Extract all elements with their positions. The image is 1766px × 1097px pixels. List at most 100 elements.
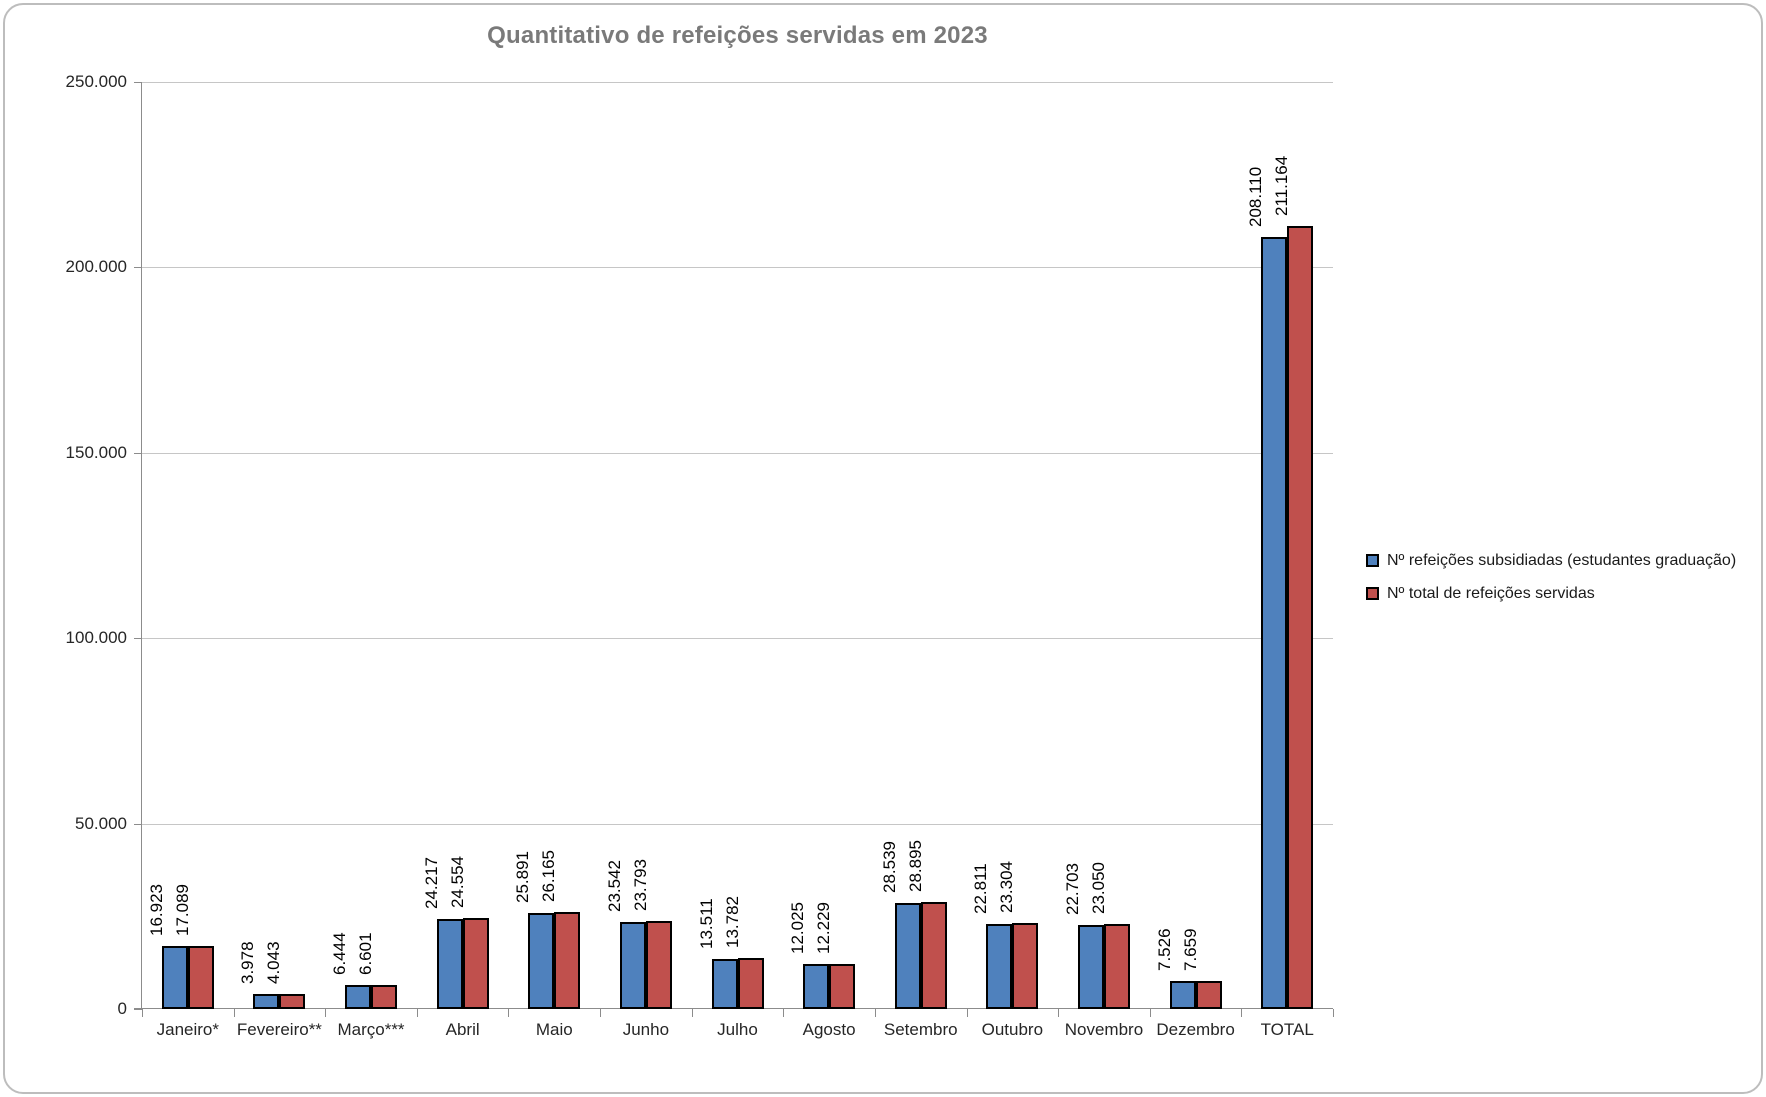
bar-value-label: 23.793 [630, 858, 650, 911]
bar-value-label: 23.542 [604, 859, 624, 912]
x-axis-tick [783, 1009, 785, 1017]
x-tick-label: Outubro [981, 1020, 1044, 1039]
y-tick-label: 100.000 [65, 628, 127, 648]
gridline [142, 638, 1333, 640]
bar-total [737, 957, 764, 1009]
x-axis-tick [966, 1009, 968, 1017]
x-tick-label: Junho [622, 1020, 670, 1039]
legend-swatch-total-icon [1366, 587, 1379, 600]
gridline [142, 823, 1333, 825]
x-axis-tick [325, 1009, 327, 1017]
x-axis-tick [600, 1009, 602, 1017]
x-tick-label: Janeiro* [156, 1020, 219, 1039]
bar-subsidiadas [253, 994, 280, 1009]
x-axis-tick [508, 1009, 510, 1017]
bar-total [1103, 923, 1130, 1009]
x-axis-tick [233, 1009, 235, 1017]
bar-subsidiadas [161, 946, 188, 1009]
bar-value-label: 6.601 [356, 931, 376, 975]
x-tick-label: Fevereiro** [236, 1020, 322, 1039]
legend: Nº refeições subsidiadas (estudantes gra… [1366, 552, 1736, 618]
y-tick-label: 200.000 [65, 257, 127, 277]
gridline [142, 82, 1333, 83]
bar-total [829, 963, 856, 1009]
bar-subsidiadas [345, 985, 372, 1009]
bar-subsidiadas [1077, 924, 1104, 1009]
bar-subsidiadas [528, 913, 555, 1009]
bar-total [1287, 226, 1314, 1009]
y-axis-tick [134, 267, 142, 269]
legend-label-total: Nº total de refeições servidas [1387, 584, 1595, 602]
bar-value-label: 12.025 [788, 902, 808, 955]
bar-subsidiadas [1261, 237, 1288, 1009]
bar-value-label: 17.089 [172, 883, 192, 936]
legend-swatch-subsidiadas-icon [1366, 554, 1379, 567]
y-axis-tick [134, 823, 142, 825]
bar-value-label: 22.703 [1062, 862, 1082, 915]
bar-total [1195, 980, 1222, 1009]
bar-total [187, 945, 214, 1009]
x-axis-tick [691, 1009, 693, 1017]
bar-value-label: 28.539 [879, 841, 899, 894]
bar-value-label: 12.229 [814, 901, 834, 954]
x-tick-label: TOTAL [1260, 1020, 1314, 1039]
bar-value-label: 25.891 [513, 851, 533, 903]
x-tick-label: Agosto [802, 1020, 856, 1039]
bar-value-label: 16.923 [146, 884, 166, 937]
bar-value-label: 22.811 [971, 863, 991, 915]
x-axis-tick [416, 1009, 418, 1017]
bar-value-label: 24.217 [421, 857, 441, 910]
x-tick-label: Julho [717, 1020, 758, 1039]
x-axis-tick [1333, 1009, 1334, 1017]
bar-value-label: 7.659 [1180, 928, 1200, 971]
x-tick-label: Abril [445, 1020, 480, 1039]
bar-value-label: 4.043 [264, 941, 284, 985]
bar-total [920, 901, 947, 1009]
bar-value-label: 23.050 [1088, 861, 1108, 914]
bar-subsidiadas [894, 903, 921, 1009]
bar-subsidiadas [436, 919, 463, 1009]
legend-entry-total: Nº total de refeições servidas [1366, 585, 1736, 602]
bar-value-label: 208.110 [1246, 167, 1266, 228]
chart-title: Quantitativo de refeições servidas em 20… [487, 22, 988, 49]
bar-subsidiadas [1169, 981, 1196, 1009]
bar-value-label: 13.782 [722, 895, 742, 948]
x-tick-label: Maio [535, 1020, 573, 1039]
chart-frame: Quantitativo de refeições servidas em 20… [3, 3, 1763, 1094]
x-tick-label: Novembro [1064, 1020, 1144, 1039]
bar-total [371, 984, 398, 1009]
y-tick-label: 250.000 [65, 72, 127, 91]
bar-subsidiadas [711, 958, 738, 1009]
bar-value-label: 26.165 [539, 849, 559, 902]
legend-entry-subsidiadas: Nº refeições subsidiadas (estudantes gra… [1366, 552, 1736, 569]
x-axis-tick [1149, 1009, 1151, 1017]
y-axis-tick [134, 452, 142, 454]
legend-label-subsidiadas: Nº refeições subsidiadas (estudantes gra… [1387, 551, 1737, 569]
bar-total [554, 911, 581, 1009]
bar-value-label: 23.304 [997, 860, 1017, 913]
x-axis-tick [142, 1009, 143, 1017]
plot-area: 0 50.000 100.000 150.000 200.000 250.000 Janei… [66, 72, 1334, 1039]
bar-value-label: 24.554 [447, 855, 467, 908]
x-axis-tick [1241, 1009, 1243, 1017]
bar-total [462, 917, 489, 1009]
bar-subsidiadas [803, 964, 830, 1009]
x-tick-label: Setembro [883, 1020, 958, 1039]
bar-total [279, 994, 306, 1009]
bar-total [645, 920, 672, 1009]
bar-value-label: 28.895 [905, 839, 925, 892]
gridline [142, 452, 1333, 454]
bar-value-label: 3.978 [238, 941, 258, 985]
bar-subsidiadas [619, 921, 646, 1009]
bar-value-label: 13.511 [696, 898, 716, 949]
x-tick-label: Março*** [337, 1020, 405, 1039]
y-tick-label: 150.000 [65, 442, 127, 462]
bar-value-label: 6.444 [330, 932, 350, 976]
bar-subsidiadas [986, 924, 1013, 1009]
y-tick-label: 50.000 [75, 813, 127, 833]
gridline [142, 267, 1333, 269]
y-axis-line [141, 82, 142, 1009]
y-tick-label: 0 [117, 999, 127, 1018]
y-axis-tick [134, 1009, 142, 1010]
bar-total [1012, 922, 1039, 1009]
